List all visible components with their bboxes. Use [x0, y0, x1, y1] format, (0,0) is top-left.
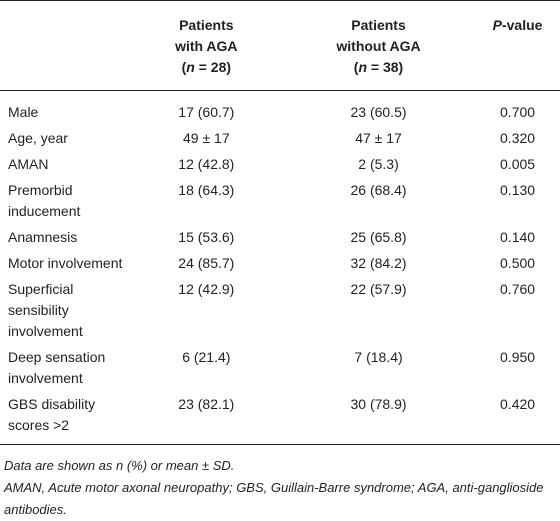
footnotes: Data are shown as n (%) or mean ± SD. AM…	[4, 455, 556, 521]
header-text: P	[492, 17, 502, 33]
column-header	[0, 1, 131, 91]
cell: 24 (85.7)	[178, 255, 235, 271]
row-label: Superficial sensibility involvement	[0, 276, 131, 344]
cell: 12 (42.8)	[178, 156, 235, 172]
table-row: Male 17 (60.7) 23 (60.5) 0.700	[0, 91, 560, 126]
header-line: (n = 28)	[135, 57, 278, 78]
row-label: AMAN	[0, 151, 131, 177]
cell: 12 (42.9)	[178, 281, 235, 297]
cell: 30 (78.9)	[350, 396, 407, 412]
row-label: Premorbid inducement	[0, 177, 131, 224]
header-text: without AGA	[336, 38, 421, 54]
cell: 0.950	[500, 349, 536, 365]
label-line: Age, year	[8, 130, 68, 146]
label-line: involvement	[8, 370, 83, 386]
cell: 32 (84.2)	[350, 255, 407, 271]
header-text: (	[181, 59, 187, 75]
cell: 0.130	[500, 182, 536, 198]
row-label: Age, year	[0, 125, 131, 151]
header-row: Patients with AGA (n = 28) Patients without …	[0, 0, 560, 91]
cell: 0.005	[500, 156, 536, 172]
label-line: Motor involvement	[8, 255, 123, 271]
table-body: Male 17 (60.7) 23 (60.5) 0.700 Age, year 49 ±…	[0, 91, 560, 445]
label-line: Deep sensation	[8, 349, 106, 365]
footnote: Data are shown as n (%) or mean ± SD.	[4, 458, 235, 473]
header-line: Patients	[286, 15, 471, 36]
column-header: P-value	[475, 1, 560, 91]
table-row: Motor involvement 24 (85.7) 32 (84.2) 0.500	[0, 250, 560, 276]
label-line: inducement	[8, 203, 81, 219]
cell: 0.140	[500, 229, 536, 245]
label-line: Anamnesis	[8, 229, 78, 245]
header-text: with AGA	[175, 38, 238, 54]
table-row: Age, year 49 ± 17 47 ± 17 0.320	[0, 125, 560, 151]
cell: 0.760	[500, 281, 536, 297]
table-row: Deep sensation involvement 6 (21.4) 7 (18.4…	[0, 344, 560, 391]
header-line: Patients	[135, 15, 278, 36]
row-label: Motor involvement	[0, 250, 131, 276]
label-line: AMAN	[8, 156, 49, 172]
label-line: involvement	[8, 323, 83, 339]
label-line: Male	[8, 104, 39, 120]
header-text: = 38)	[367, 59, 404, 75]
cell: 26 (68.4)	[350, 182, 407, 198]
cell: 15 (53.6)	[178, 229, 235, 245]
footnote: AMAN, Acute motor axonal neuropathy; GBS…	[4, 480, 544, 517]
cell: 0.700	[500, 104, 536, 120]
row-label: Anamnesis	[0, 224, 131, 250]
header-text: n	[186, 59, 195, 75]
header-text: n	[358, 59, 368, 75]
column-header: Patients without AGA (n = 38)	[282, 1, 475, 91]
table-row: Premorbid inducement 18 (64.3) 26 (68.4) 0.1…	[0, 177, 560, 224]
cell: 2 (5.3)	[358, 156, 399, 172]
header-text: -value	[501, 17, 543, 33]
cell: 6 (21.4)	[182, 349, 231, 365]
table-row: Superficial sensibility involvement 12 (42.…	[0, 276, 560, 344]
cell: 23 (60.5)	[350, 104, 407, 120]
row-label: Male	[0, 91, 131, 126]
table-row: GBS disability scores >2 23 (82.1) 30 (78.9…	[0, 391, 560, 445]
cell: 23 (82.1)	[178, 396, 235, 412]
header-line: P-value	[479, 15, 556, 36]
header-line: with AGA	[135, 36, 278, 57]
cell: 0.500	[500, 255, 536, 271]
header-text: Patients	[179, 17, 234, 33]
label-line: sensibility	[8, 302, 69, 318]
label-line: Premorbid	[8, 182, 73, 198]
cell: 25 (65.8)	[350, 229, 407, 245]
cell: 47 ± 17	[355, 130, 402, 146]
row-label: Deep sensation involvement	[0, 344, 131, 391]
cell: 7 (18.4)	[354, 349, 403, 365]
table-row: Anamnesis 15 (53.6) 25 (65.8) 0.140	[0, 224, 560, 250]
header-text: = 28)	[194, 59, 232, 75]
header-text: Patients	[351, 17, 406, 33]
label-line: Superficial	[8, 281, 74, 297]
cell: 0.320	[500, 130, 536, 146]
label-line: scores >2	[8, 417, 70, 433]
data-table: Patients with AGA (n = 28) Patients without …	[0, 0, 560, 445]
table-row: AMAN 12 (42.8) 2 (5.3) 0.005	[0, 151, 560, 177]
header-line: (n = 38)	[286, 57, 471, 78]
row-label: GBS disability scores >2	[0, 391, 131, 445]
header-line: without AGA	[286, 36, 471, 57]
column-header: Patients with AGA (n = 28)	[131, 1, 282, 91]
header-text: (	[353, 59, 359, 75]
cell: 17 (60.7)	[178, 104, 235, 120]
cell: 49 ± 17	[183, 130, 230, 146]
table-header: Patients with AGA (n = 28) Patients without …	[0, 0, 560, 91]
label-line: GBS disability	[8, 396, 96, 412]
cell: 18 (64.3)	[178, 182, 235, 198]
cell: 22 (57.9)	[350, 281, 407, 297]
cell: 0.420	[500, 396, 536, 412]
